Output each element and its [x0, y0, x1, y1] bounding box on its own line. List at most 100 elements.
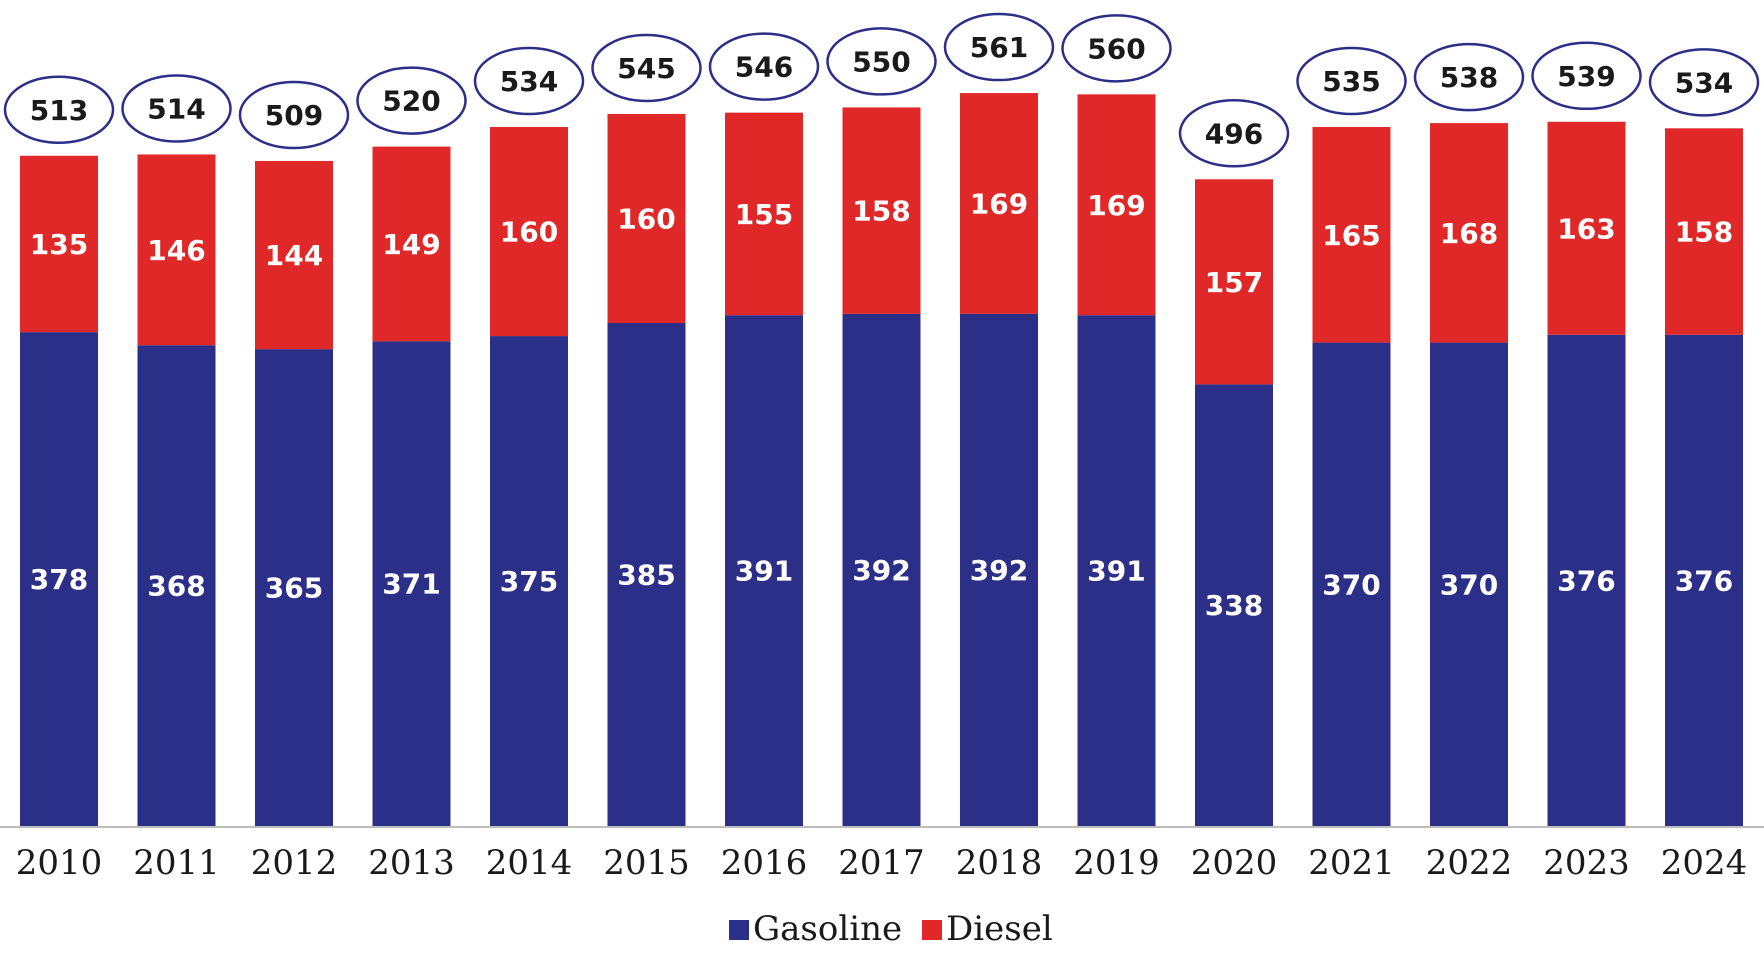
x-tick-label-2013: 2013 [368, 843, 455, 883]
data-label-diesel-2021: 165 [1322, 219, 1380, 252]
total-label-2010: 513 [30, 94, 88, 127]
total-ellipse-2021 [1296, 46, 1407, 116]
total-label-2018: 561 [970, 31, 1028, 64]
total-ellipse-2015 [591, 33, 702, 103]
data-label-diesel-2012: 144 [265, 239, 323, 272]
data-label-gasoline-2017: 392 [852, 554, 910, 587]
data-label-gasoline-2020: 338 [1205, 589, 1263, 622]
bar-gasoline-2012 [255, 349, 333, 826]
x-tick-label-2015: 2015 [603, 843, 690, 883]
total-label-2024: 534 [1675, 66, 1733, 99]
data-label-gasoline-2023: 376 [1557, 564, 1615, 597]
data-label-gasoline-2016: 391 [735, 555, 793, 588]
data-label-gasoline-2013: 371 [382, 568, 440, 601]
total-ellipse-2012 [238, 80, 350, 150]
bar-diesel-2010 [20, 155, 98, 333]
bar-diesel-2012 [255, 160, 333, 350]
data-label-gasoline-2012: 365 [265, 572, 323, 605]
total-label-2021: 535 [1322, 65, 1380, 98]
bar-diesel-2018 [960, 93, 1038, 314]
data-label-diesel-2018: 169 [970, 187, 1028, 220]
total-ellipse-2020 [1178, 99, 1290, 168]
total-ellipse-2016 [708, 32, 820, 101]
total-label-2020: 496 [1205, 117, 1263, 150]
bar-diesel-2017 [842, 107, 921, 314]
bar-gasoline-2016 [725, 315, 803, 826]
bar-gasoline-2018 [960, 313, 1038, 826]
data-label-diesel-2016: 155 [735, 198, 793, 231]
data-label-gasoline-2014: 375 [500, 565, 558, 598]
total-ellipse-2014 [473, 46, 585, 116]
total-ellipse-2010 [3, 75, 115, 145]
bar-gasoline-2021 [1312, 342, 1391, 826]
total-label-2022: 538 [1440, 61, 1498, 94]
data-label-diesel-2023: 163 [1557, 212, 1615, 245]
bar-gasoline-2017 [842, 313, 921, 826]
bar-diesel-2021 [1312, 127, 1391, 343]
data-label-gasoline-2019: 391 [1087, 555, 1145, 588]
bar-diesel-2019 [1077, 94, 1156, 316]
data-label-diesel-2013: 149 [382, 228, 440, 261]
legend-swatch-diesel [922, 920, 942, 940]
bar-diesel-2014 [490, 127, 568, 337]
bar-diesel-2016 [725, 112, 803, 316]
total-ellipse-2023 [1531, 41, 1642, 111]
bar-diesel-2022 [1430, 123, 1508, 343]
data-label-diesel-2010: 135 [30, 228, 88, 261]
data-label-diesel-2014: 160 [500, 216, 558, 249]
x-tick-label-2023: 2023 [1543, 843, 1630, 883]
x-tick-label-2014: 2014 [486, 843, 573, 883]
bar-gasoline-2024 [1665, 334, 1743, 826]
data-label-gasoline-2010: 378 [30, 563, 88, 596]
legend: Gasoline Diesel [729, 909, 1053, 949]
bar-gasoline-2015 [607, 322, 686, 826]
bar-diesel-2015 [607, 113, 686, 323]
x-tick-label-2010: 2010 [16, 843, 103, 883]
x-tick-label-2019: 2019 [1073, 843, 1160, 883]
total-label-2017: 550 [852, 45, 910, 78]
x-axis-ticks: 2010 2011 2012 2013 2014 2015 2016 2017 2018 2019… [16, 843, 1748, 883]
bar-gasoline-2022 [1430, 342, 1508, 826]
total-ellipse-2017 [826, 27, 937, 96]
data-label-diesel-2017: 158 [852, 195, 910, 228]
x-tick-label-2017: 2017 [838, 843, 925, 883]
data-label-diesel-2024: 158 [1675, 216, 1733, 249]
total-label-2011: 514 [147, 92, 205, 125]
total-ellipse-2018 [943, 12, 1055, 82]
x-tick-label-2024: 2024 [1661, 843, 1748, 883]
total-label-2015: 545 [617, 52, 675, 85]
data-label-gasoline-2018: 392 [970, 554, 1028, 587]
total-ellipse-2013 [356, 66, 467, 135]
x-tick-label-2016: 2016 [721, 843, 808, 883]
x-tick-label-2012: 2012 [251, 843, 338, 883]
bar-gasoline-2023 [1547, 334, 1626, 826]
data-label-diesel-2022: 168 [1440, 217, 1498, 250]
bar-gasoline-2020 [1195, 384, 1273, 826]
data-label-gasoline-2015: 385 [617, 558, 675, 591]
bar-diesel-2013 [372, 146, 451, 342]
data-label-gasoline-2021: 370 [1322, 568, 1380, 601]
x-tick-label-2011: 2011 [133, 843, 220, 883]
legend-label-diesel: Diesel [946, 909, 1053, 949]
total-label-2016: 546 [735, 51, 793, 84]
total-ellipse-2011 [121, 74, 232, 143]
bar-gasoline-2014 [490, 336, 568, 826]
total-label-2019: 560 [1087, 32, 1145, 65]
legend-label-gasoline: Gasoline [753, 909, 902, 949]
bar-gasoline-2010 [20, 332, 98, 826]
bar-gasoline-2013 [372, 341, 451, 826]
data-label-diesel-2011: 146 [147, 234, 205, 267]
data-label-gasoline-2011: 368 [147, 570, 205, 603]
x-tick-label-2020: 2020 [1191, 843, 1278, 883]
total-label-2014: 534 [500, 65, 558, 98]
bars-layer: 378 135 368 146 365 144 371 149 375 160 385 160 391 1… [20, 93, 1743, 826]
total-label-2013: 520 [382, 85, 440, 118]
total-label-2012: 509 [265, 99, 323, 132]
bar-diesel-2020 [1195, 179, 1273, 385]
legend-swatch-gasoline [729, 920, 749, 940]
total-ellipse-2022 [1413, 42, 1525, 112]
x-tick-label-2018: 2018 [956, 843, 1043, 883]
bar-diesel-2024 [1665, 128, 1743, 335]
